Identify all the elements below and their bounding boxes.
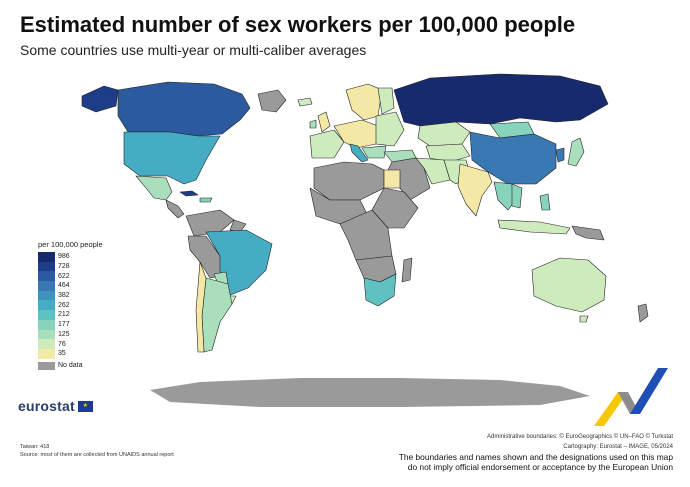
region-indonesia: [497, 219, 571, 235]
legend-class-label: 464: [58, 282, 70, 290]
legend-swatch: [38, 300, 55, 311]
legend-swatch: [38, 310, 55, 320]
legend-no-data-swatch: [38, 361, 55, 370]
region-north-africa: [313, 161, 385, 201]
eurostat-wordmark: eurostat: [18, 398, 75, 414]
credit-cartography: Cartography: Eurostat – IMAGE, 05/2024: [563, 444, 673, 450]
region-alaska: [81, 85, 119, 113]
legend-class-label: 76: [58, 340, 66, 348]
legend-class-row: 212: [38, 310, 103, 320]
region-china: [469, 131, 557, 185]
credit-boundaries: Administrative boundaries: © EuroGeograp…: [486, 434, 673, 440]
legend-class-row: 76: [38, 339, 103, 349]
region-ireland: [309, 119, 317, 129]
region-antarctica: [150, 378, 590, 407]
region-australia: [531, 257, 607, 313]
region-argentina: [201, 277, 233, 353]
region-balkans: [361, 145, 387, 159]
disclaimer-line-1: The boundaries and names shown and the d…: [398, 452, 673, 462]
legend-class-label: 622: [58, 272, 70, 280]
region-scandinavia: [345, 83, 383, 121]
legend-class-row: 382: [38, 290, 103, 301]
region-south-africa: [363, 273, 397, 307]
map-legend: per 100,000 people 986 728 622 464 382 262 212…: [38, 240, 103, 370]
legend-swatch: [38, 261, 55, 272]
legend-swatch: [38, 290, 55, 301]
footnote-taiwan: Taiwan: 418: [20, 444, 50, 450]
region-chile: [195, 261, 207, 353]
legend-class-label: 986: [58, 253, 70, 261]
legend-swatch: [38, 252, 55, 262]
region-india: [457, 163, 493, 217]
legend-class-row: 35: [38, 348, 103, 359]
region-madagascar: [401, 257, 413, 283]
region-cuba: [179, 190, 199, 197]
region-colombia-venezuela: [185, 209, 235, 237]
legend-classes: 986 728 622 464 382 262 212 177 125 76 35: [38, 252, 103, 359]
legend-no-data-label: No data: [58, 362, 83, 370]
region-italy: [349, 143, 369, 163]
legend-class-label: 728: [58, 263, 70, 271]
legend-class-row: 177: [38, 319, 103, 330]
region-central-asia: [425, 143, 471, 163]
map-title: Estimated number of sex workers per 100,…: [20, 12, 576, 37]
legend-swatch: [38, 271, 55, 282]
legend-swatch: [38, 329, 55, 340]
region-central-america: [165, 199, 185, 219]
region-iran: [415, 157, 451, 185]
legend-class-row: 986: [38, 252, 103, 262]
map-subtitle: Some countries use multi-year or multi-c…: [20, 42, 367, 58]
region-russia: [393, 73, 609, 127]
legend-class-row: 125: [38, 329, 103, 340]
eurostat-emblem-icon: [594, 368, 668, 426]
legend-class-row: 464: [38, 281, 103, 291]
region-uk: [317, 111, 331, 133]
legend-swatch: [38, 348, 55, 359]
legend-class-label: 212: [58, 311, 70, 319]
world-choropleth-map: [81, 73, 649, 407]
legend-class-row: 728: [38, 261, 103, 272]
legend-class-row: 262: [38, 300, 103, 311]
region-kazakhstan: [417, 121, 471, 147]
region-tasmania: [579, 315, 589, 323]
eurostat-logo: eurostat ★: [18, 398, 93, 414]
legend-swatch: [38, 281, 55, 291]
region-france-iberia: [309, 129, 345, 159]
legend-no-data: No data: [38, 361, 103, 370]
region-korea: [555, 147, 565, 163]
region-vietnam-cambodia: [511, 183, 523, 209]
legend-swatch: [38, 319, 55, 330]
region-southeast-asia: [493, 181, 515, 211]
legend-class-label: 125: [58, 330, 70, 338]
region-finland: [377, 87, 395, 115]
legend-swatch: [38, 339, 55, 349]
region-papua: [571, 225, 605, 241]
region-canada: [117, 81, 251, 137]
legend-class-label: 177: [58, 321, 70, 329]
legend-class-label: 382: [58, 292, 70, 300]
region-mexico: [135, 175, 173, 201]
region-usa: [123, 131, 221, 185]
region-eastern-europe: [375, 111, 405, 147]
eu-flag-icon: ★: [77, 400, 93, 412]
legend-class-label: 35: [58, 350, 66, 358]
legend-class-label: 262: [58, 301, 70, 309]
region-new-zealand: [637, 303, 649, 323]
footnote-source: Source: most of them are collected from …: [20, 452, 174, 458]
region-philippines: [539, 193, 551, 211]
legend-title: per 100,000 people: [38, 240, 103, 249]
region-egypt: [383, 169, 401, 189]
disclaimer-line-2: do not imply official endorsement or acc…: [407, 462, 673, 472]
region-greenland: [257, 89, 287, 113]
region-caribbean: [199, 197, 213, 203]
region-japan: [567, 137, 585, 167]
legend-class-row: 622: [38, 271, 103, 282]
region-iceland: [297, 97, 313, 107]
